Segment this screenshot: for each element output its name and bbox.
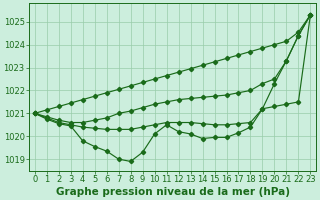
X-axis label: Graphe pression niveau de la mer (hPa): Graphe pression niveau de la mer (hPa) bbox=[56, 187, 290, 197]
